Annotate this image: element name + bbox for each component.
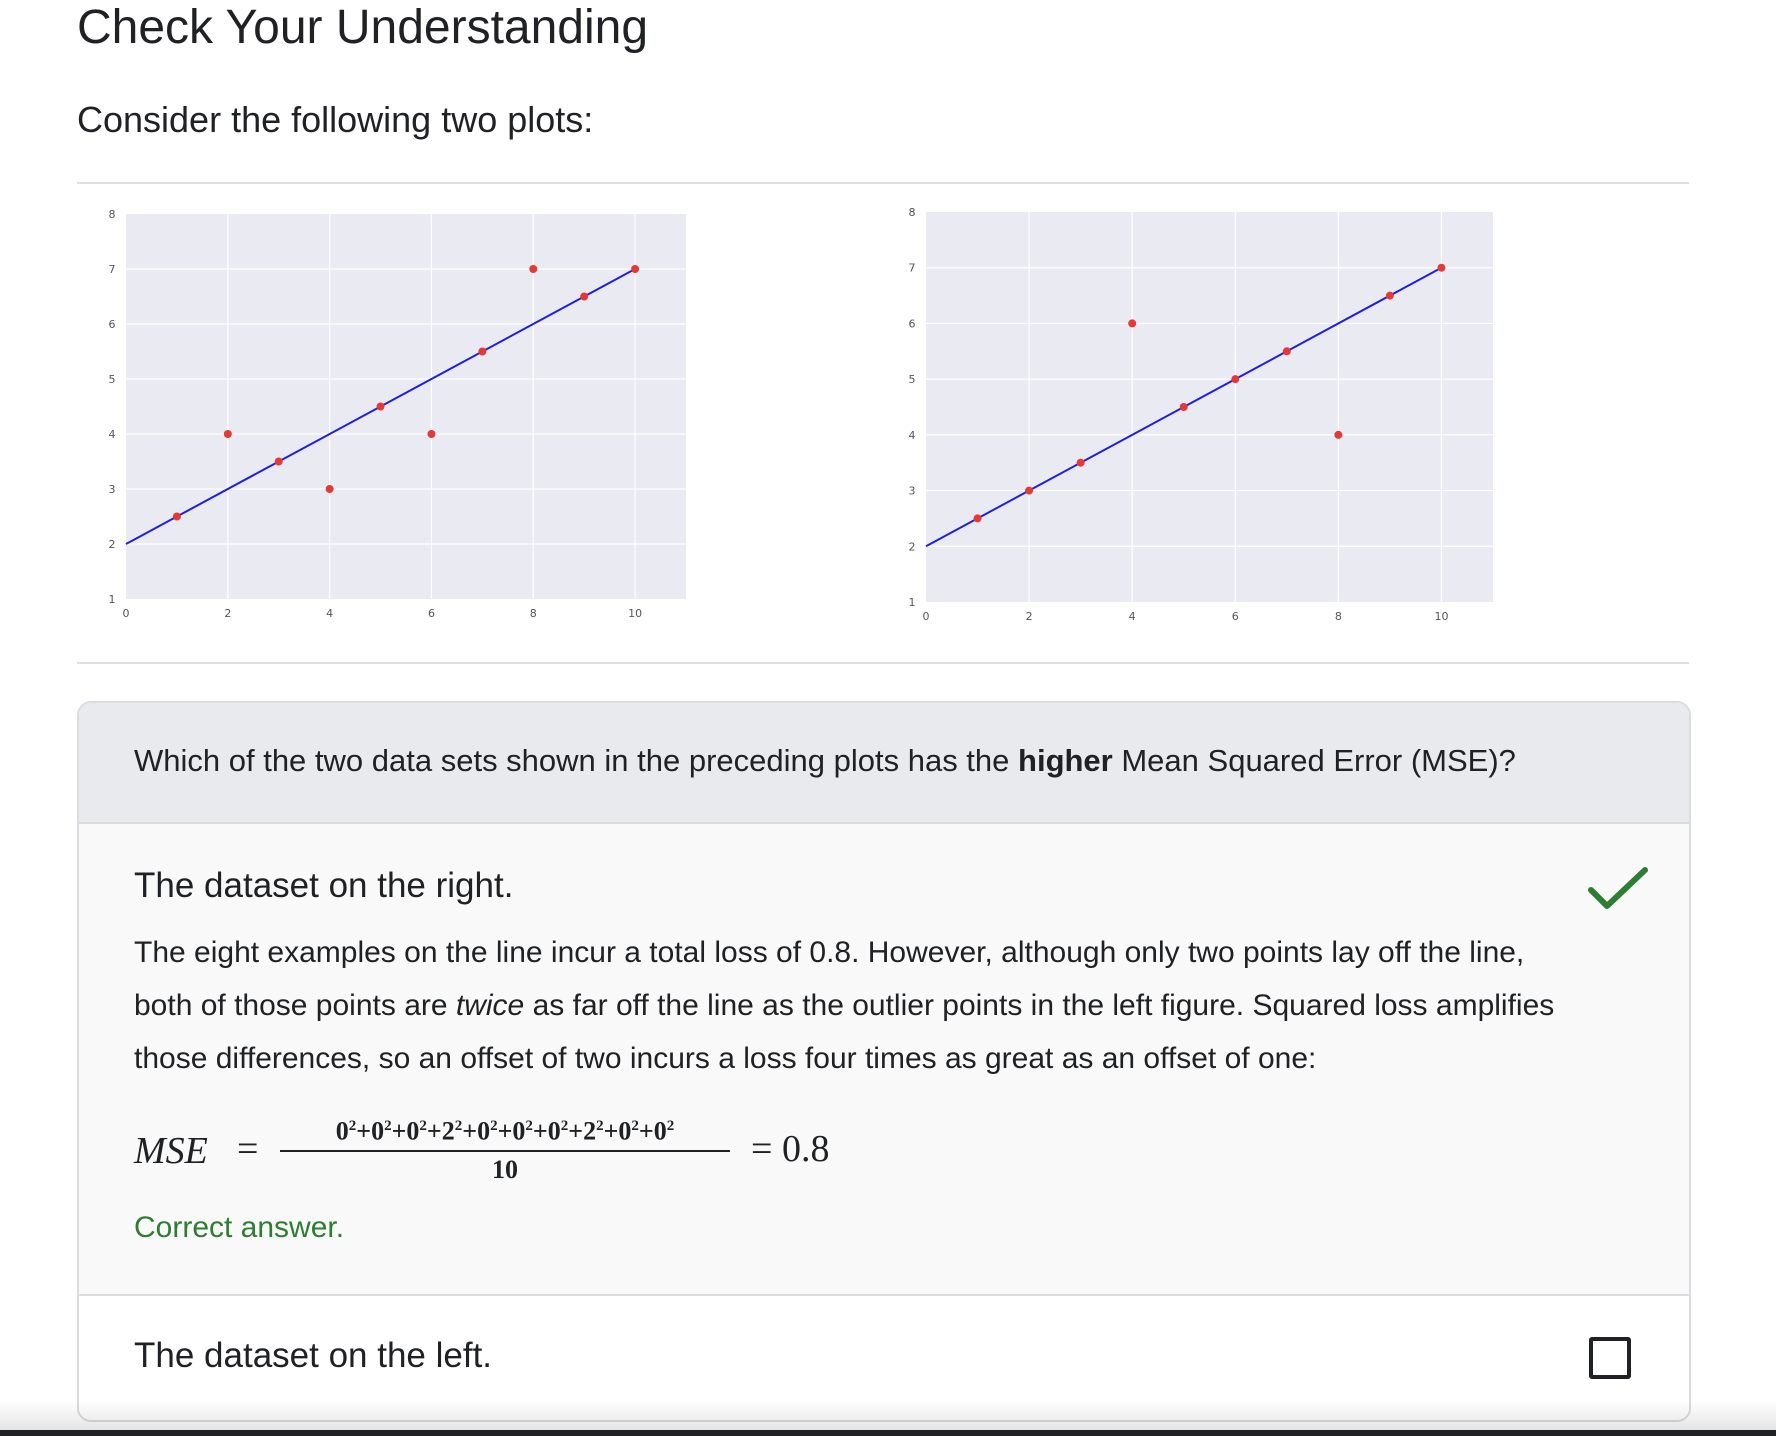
data-point bbox=[1025, 486, 1034, 495]
option-label: The dataset on the left. bbox=[134, 1336, 493, 1375]
x-tick-label: 0 bbox=[923, 610, 930, 623]
data-point bbox=[1128, 319, 1137, 328]
y-tick-label: 8 bbox=[909, 206, 916, 219]
data-point bbox=[1282, 347, 1291, 356]
divider-top bbox=[77, 182, 1689, 184]
x-tick-label: 6 bbox=[428, 607, 435, 620]
question-emphasis: higher bbox=[1018, 743, 1113, 778]
x-tick-label: 10 bbox=[1434, 610, 1448, 623]
data-point bbox=[325, 485, 334, 493]
divider-bottom bbox=[77, 662, 1689, 664]
x-tick-label: 8 bbox=[1335, 610, 1342, 623]
plot-background bbox=[926, 212, 1493, 602]
option-right-dataset[interactable]: The dataset on the right. The eight exam… bbox=[79, 824, 1689, 1296]
data-point bbox=[1179, 403, 1188, 411]
formula-denominator: 10 bbox=[492, 1154, 518, 1184]
data-point bbox=[529, 265, 538, 273]
y-tick-label: 3 bbox=[909, 485, 916, 498]
data-point bbox=[427, 430, 436, 438]
x-tick-label: 0 bbox=[123, 607, 130, 620]
formula-numerator: 02+02+02+22+02+02+02+22+02+02 bbox=[335, 1116, 675, 1146]
question-header: Which of the two data sets shown in the … bbox=[79, 703, 1689, 824]
y-tick-label: 8 bbox=[109, 208, 116, 221]
data-point bbox=[973, 514, 982, 523]
y-tick-label: 3 bbox=[109, 483, 116, 496]
data-point bbox=[580, 292, 589, 301]
x-tick-label: 4 bbox=[326, 607, 333, 620]
data-point bbox=[1231, 375, 1240, 384]
data-point bbox=[478, 347, 487, 356]
y-tick-label: 7 bbox=[109, 263, 116, 276]
x-tick-label: 2 bbox=[224, 607, 231, 620]
option-label: The dataset on the right. bbox=[134, 866, 514, 905]
y-tick-label: 7 bbox=[909, 262, 916, 275]
data-point bbox=[376, 402, 385, 411]
quiz-card: Which of the two data sets shown in the … bbox=[77, 701, 1691, 1422]
x-tick-label: 2 bbox=[1026, 610, 1033, 623]
data-point bbox=[172, 512, 181, 521]
x-tick-label: 4 bbox=[1129, 610, 1136, 623]
intro-text: Consider the following two plots: bbox=[77, 99, 594, 140]
y-tick-label: 1 bbox=[909, 596, 916, 609]
data-point bbox=[223, 430, 232, 438]
data-point bbox=[631, 265, 640, 273]
x-tick-label: 10 bbox=[628, 607, 642, 620]
data-point bbox=[274, 457, 283, 466]
data-point bbox=[1437, 263, 1446, 272]
formula-lhs: MSE bbox=[134, 1130, 208, 1172]
right-plot: 1 2 3 4 5 6 7 8 0 2 4 6 8 10 bbox=[909, 206, 1493, 623]
y-tick-label: 1 bbox=[109, 593, 116, 606]
y-tick-label: 5 bbox=[109, 373, 116, 386]
checkbox-icon[interactable] bbox=[1589, 1337, 1631, 1379]
y-tick-label: 6 bbox=[909, 317, 916, 330]
feedback-text: Correct answer. bbox=[134, 1211, 345, 1244]
check-icon bbox=[1588, 867, 1648, 909]
y-tick-label: 4 bbox=[109, 428, 116, 441]
page-title: Check Your Understanding bbox=[77, 1, 649, 54]
data-point bbox=[1334, 430, 1343, 439]
data-point bbox=[1076, 458, 1085, 467]
y-tick-label: 6 bbox=[109, 318, 116, 331]
answer-explanation: The eight examples on the line incur a t… bbox=[134, 936, 1555, 1075]
y-tick-label: 4 bbox=[909, 429, 916, 442]
y-tick-label: 2 bbox=[909, 540, 916, 553]
formula-result: 0.8 bbox=[781, 1128, 830, 1170]
y-tick-label: 2 bbox=[109, 538, 116, 551]
option-left-dataset[interactable]: The dataset on the left. bbox=[79, 1296, 1689, 1420]
data-point bbox=[1385, 291, 1394, 300]
x-tick-label: 6 bbox=[1232, 610, 1239, 623]
question-text: Which of the two data sets shown in the … bbox=[134, 743, 1516, 778]
plot-background bbox=[126, 214, 686, 599]
x-tick-label: 8 bbox=[530, 607, 537, 620]
left-plot: 1 2 3 4 5 6 7 8 0 2 4 6 8 10 bbox=[109, 208, 686, 620]
y-tick-label: 5 bbox=[909, 373, 916, 386]
